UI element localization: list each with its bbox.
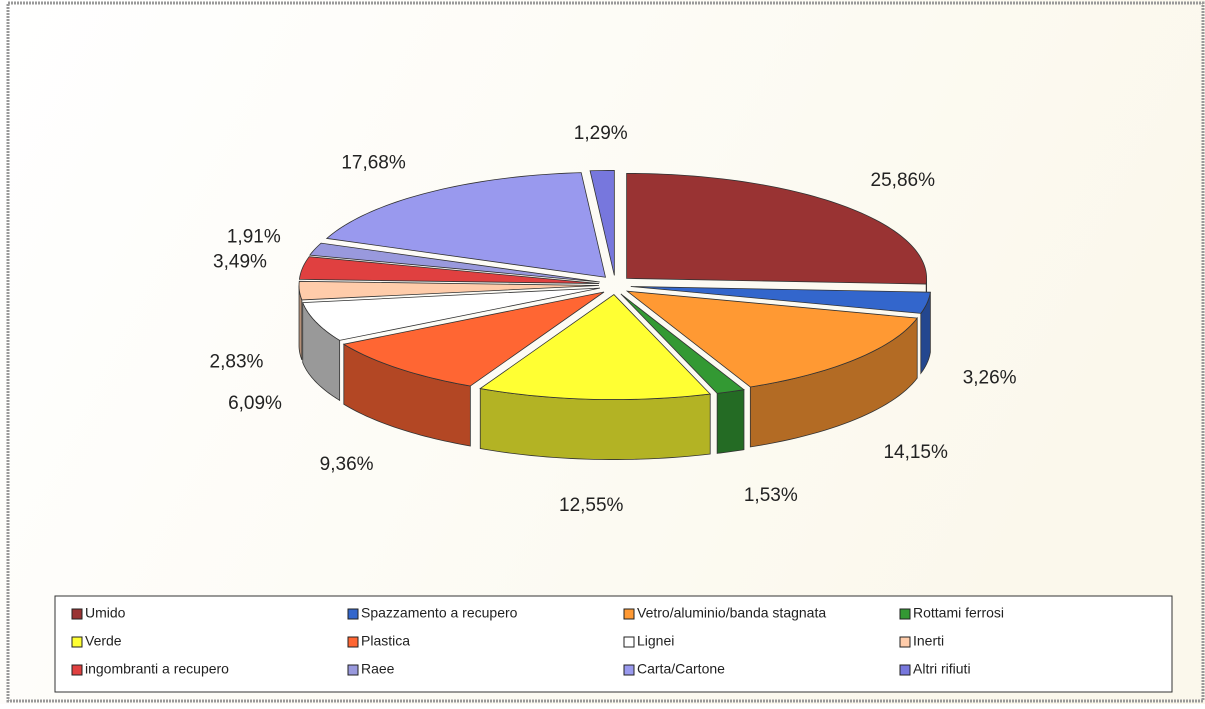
legend-label: Inerti — [913, 633, 944, 649]
legend-label: Raee — [361, 661, 395, 677]
data-label: 3,26% — [963, 368, 1017, 389]
legend-label: ingombranti a recupero — [85, 661, 229, 677]
legend-swatch — [348, 609, 358, 619]
legend-label: Plastica — [361, 633, 410, 649]
data-label: 6,09% — [228, 393, 282, 414]
legend-swatch — [348, 637, 358, 647]
legend-swatch — [624, 609, 634, 619]
legend-swatch — [900, 609, 910, 619]
data-label: 12,55% — [559, 495, 624, 516]
data-label: 25,86% — [871, 170, 936, 191]
data-label: 1,29% — [574, 123, 628, 144]
legend-label: Verde — [85, 633, 122, 649]
legend-swatch — [900, 665, 910, 675]
legend-box — [55, 596, 1172, 692]
data-label: 2,83% — [210, 351, 264, 372]
data-label: 9,36% — [320, 454, 374, 475]
legend-swatch — [624, 637, 634, 647]
legend-label: Altri rifiuti — [913, 661, 971, 677]
data-label: 3,49% — [213, 252, 267, 273]
slice-wall — [717, 390, 744, 454]
legend-swatch — [348, 665, 358, 675]
legend-label: Carta/Cartone — [637, 661, 725, 677]
legend-label: Vetro/aluminio/banda stagnata — [637, 605, 826, 621]
data-label: 14,15% — [883, 442, 948, 463]
legend-swatch — [624, 665, 634, 675]
legend-label: Lignei — [637, 633, 674, 649]
legend-label: Spazzamento a recupero — [361, 605, 518, 621]
legend-swatch — [72, 637, 82, 647]
legend-label: Rottami ferrosi — [913, 605, 1004, 621]
data-label: 1,91% — [227, 227, 281, 248]
legend-swatch — [900, 637, 910, 647]
legend-swatch — [72, 665, 82, 675]
legend-swatch — [72, 609, 82, 619]
data-label: 1,53% — [744, 485, 798, 506]
legend-label: Umido — [85, 605, 126, 621]
data-label: 17,68% — [341, 152, 406, 173]
